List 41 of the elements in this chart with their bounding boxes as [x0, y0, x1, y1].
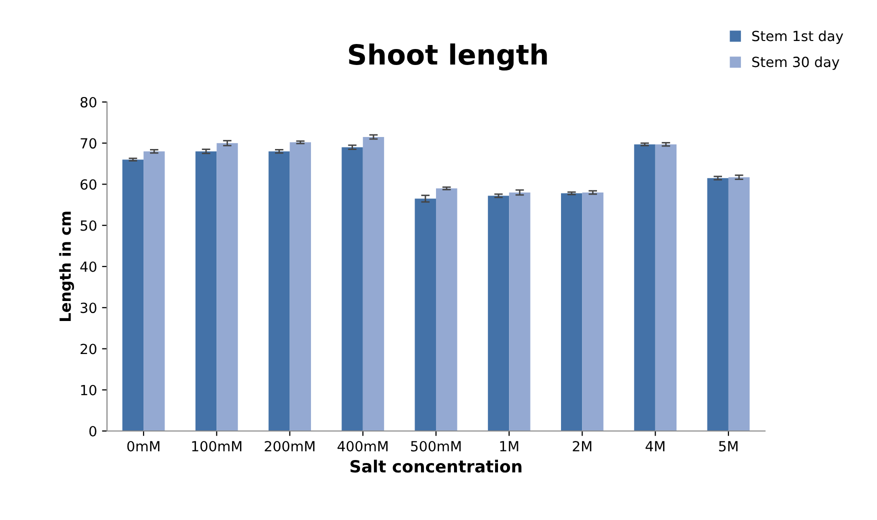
y-tick-label: 20 [80, 344, 96, 354]
bar [488, 196, 510, 431]
x-tick-label: 200mM [264, 440, 314, 452]
bar [582, 192, 604, 431]
bar [414, 198, 436, 431]
x-tick-label: 500mM [411, 440, 461, 452]
bar [144, 151, 165, 431]
bar [655, 144, 677, 431]
bar [290, 142, 311, 431]
bar [122, 160, 144, 431]
bar [216, 143, 238, 431]
y-axis-title: Length in cm [59, 212, 74, 322]
y-tick-label: 60 [80, 179, 96, 190]
x-tick-label: 100mM [192, 440, 242, 452]
y-tick-label: 50 [80, 220, 96, 231]
bar [436, 188, 458, 431]
bar [342, 147, 363, 431]
bar [634, 144, 656, 431]
bar [268, 151, 290, 431]
bar [561, 193, 582, 431]
x-tick-label: 400mM [338, 440, 388, 452]
y-tick-label: 70 [80, 138, 96, 149]
bar [707, 178, 728, 431]
y-tick-label: 40 [80, 261, 96, 272]
bar [362, 136, 384, 431]
y-tick-label: 80 [80, 96, 96, 108]
y-tick-label: 0 [89, 426, 96, 436]
x-tick-label: 0mM [127, 440, 160, 452]
bar [195, 151, 217, 431]
x-tick-label: 1M [500, 441, 518, 452]
chart-title: Shoot length [349, 43, 547, 71]
legend-label: Stem 1st day [752, 30, 844, 44]
x-tick-label: 4M [646, 441, 664, 452]
x-tick-label: 2M [572, 440, 592, 452]
bar [728, 177, 750, 431]
bar [509, 192, 530, 431]
y-tick-label: 10 [81, 384, 96, 396]
x-tick-label: 5M [719, 441, 738, 452]
legend-label: Stem 30 day [752, 56, 840, 70]
y-tick-label: 30 [80, 302, 96, 314]
x-axis-title: Salt concentration [350, 460, 522, 473]
